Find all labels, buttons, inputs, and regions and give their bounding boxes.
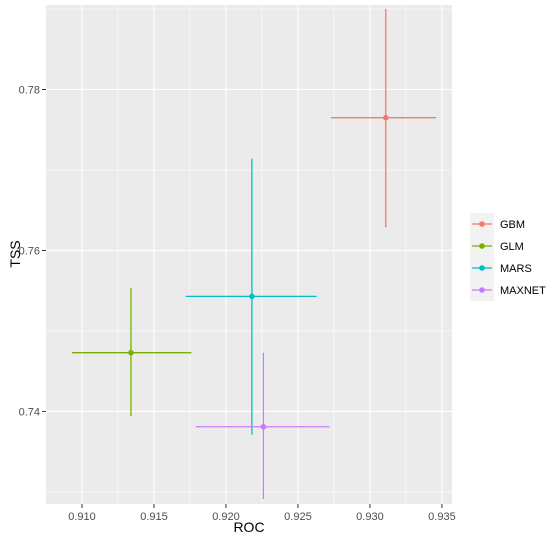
data-point [382, 114, 389, 121]
legend-key-point [479, 221, 485, 227]
x-tick-label: 0.910 [68, 511, 96, 523]
x-tick-label: 0.930 [356, 511, 384, 523]
y-tick-label: 0.76 [19, 245, 40, 257]
x-axis: 0.910 0.915 0.920 0.925 0.930 0.935 [68, 504, 456, 523]
legend-label: GBM [500, 219, 525, 231]
legend: GBM GLM MARS MAXNET [470, 213, 546, 301]
legend-key-point [479, 287, 485, 293]
legend-key-point [479, 265, 485, 271]
legend-item-maxnet: MAXNET [470, 279, 546, 301]
y-tick-label: 0.74 [19, 406, 40, 418]
x-tick-label: 0.915 [140, 511, 168, 523]
series-gbm [331, 9, 437, 228]
data-point [128, 349, 134, 356]
error-bars [71, 9, 437, 500]
x-axis-title: ROC [233, 519, 264, 535]
legend-label: MAXNET [500, 285, 546, 297]
legend-label: GLM [500, 241, 524, 253]
legend-item-gbm: GBM [470, 213, 525, 235]
minor-gridlines [46, 5, 452, 504]
y-tick-label: 0.78 [19, 85, 40, 97]
x-tick-label: 0.920 [212, 511, 240, 523]
legend-item-mars: MARS [470, 257, 532, 279]
series-maxnet [195, 352, 330, 500]
series-glm [71, 288, 192, 417]
major-gridlines [46, 5, 452, 504]
y-axis-title: TSS [7, 240, 23, 267]
data-point [249, 293, 255, 300]
data-point [260, 423, 267, 430]
y-axis: 0.74 0.76 0.78 [19, 85, 46, 418]
legend-label: MARS [500, 263, 532, 275]
x-tick-label: 0.925 [284, 511, 312, 523]
legend-item-glm: GLM [470, 235, 524, 257]
panel-background [46, 5, 452, 504]
legend-key-point [479, 243, 485, 249]
x-tick-label: 0.935 [428, 511, 456, 523]
series-mars [185, 158, 317, 435]
